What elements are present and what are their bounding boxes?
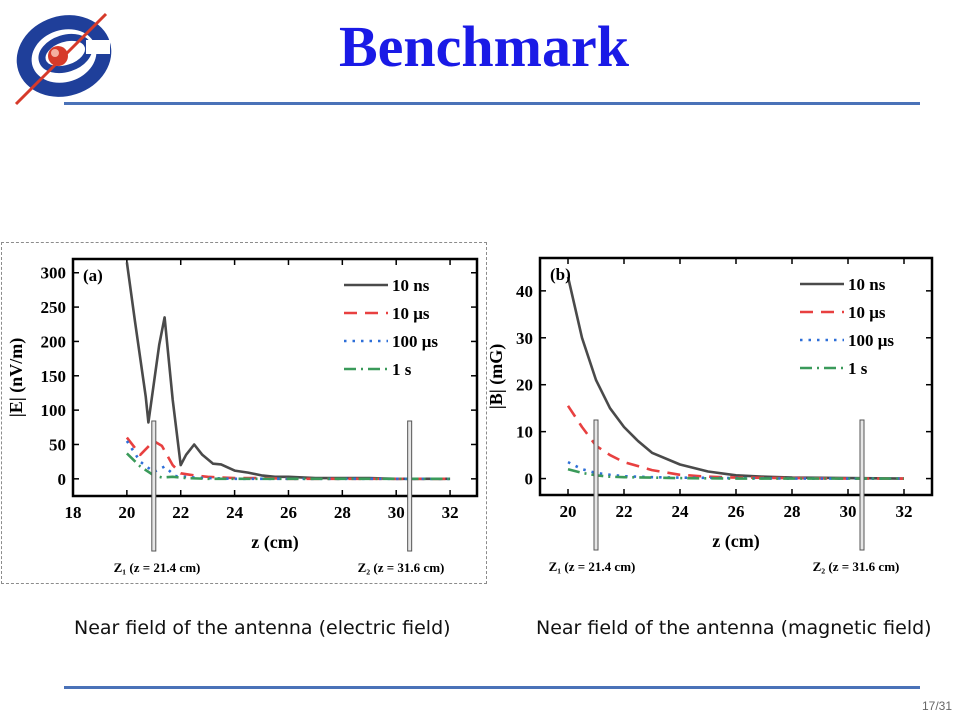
y-tick-label: 150 (41, 367, 67, 386)
series-line (567, 460, 904, 480)
magnetic-field-chart: 20 22 24 26 28 30 32 0 10 20 30 40 Z₁ (z = 21.4 cm) Z… (488, 242, 938, 582)
panel-label: (b) (550, 265, 571, 284)
position-marker-label: Z₁ (z = 21.4 cm) (549, 559, 636, 574)
x-tick-label: 30 (388, 503, 405, 522)
y-tick-label: 300 (41, 264, 67, 283)
x-tick-label: 30 (840, 502, 857, 521)
legend-label: 1 s (392, 360, 412, 379)
x-tick-label: 32 (896, 502, 913, 521)
caption-electric-field: Near field of the antenna (electric fiel… (74, 617, 451, 639)
x-tick-label: 20 (560, 502, 577, 521)
series-line (566, 405, 904, 480)
electric-field-chart: 18 20 22 24 26 28 30 32 0 50 100 150 200 250 300 Z₁ (z … (1, 242, 487, 584)
x-tick-label: 18 (65, 503, 82, 522)
panel-label: (a) (83, 266, 103, 285)
legend-label: 1 s (848, 359, 868, 378)
y-tick-label: 200 (41, 332, 67, 351)
y-tick-label: 30 (516, 329, 533, 348)
y-axis-title: |B| (mG) (488, 344, 507, 409)
x-axis-title: z (cm) (712, 531, 759, 552)
page-title: Benchmark (339, 14, 629, 79)
x-tick-label: 24 (226, 503, 244, 522)
electric-field-chart-svg: 18 20 22 24 26 28 30 32 0 50 100 150 200 250 300 Z₁ (z … (6, 257, 479, 575)
y-tick-label: 10 (516, 423, 533, 442)
x-tick-label: 22 (616, 502, 633, 521)
y-tick-label: 0 (58, 470, 67, 489)
legend-label: 10 ns (392, 276, 430, 295)
position-marker (407, 420, 413, 552)
x-tick-label: 26 (280, 503, 297, 522)
footer-divider (64, 686, 920, 689)
x-tick-label: 24 (672, 502, 690, 521)
y-tick-label: 250 (41, 298, 67, 317)
y-tick-label: 40 (516, 282, 533, 301)
legend-label: 10 μs (848, 303, 886, 322)
institute-logo (6, 6, 124, 106)
page-number: 17/31 (921, 699, 952, 713)
x-tick-label: 28 (334, 503, 351, 522)
position-marker-label: Z₂ (z = 31.6 cm) (813, 559, 900, 574)
legend-label: 10 μs (392, 304, 430, 323)
x-tick-label: 22 (172, 503, 189, 522)
x-tick-label: 32 (442, 503, 459, 522)
position-marker (593, 419, 599, 551)
position-marker-label: Z₁ (z = 21.4 cm) (114, 560, 201, 575)
series-line (125, 440, 451, 481)
x-axis-title: z (cm) (251, 532, 298, 553)
plot-frame (71, 257, 479, 498)
x-tick-label: 20 (118, 503, 135, 522)
series-line (567, 467, 904, 480)
x-tick-label: 28 (784, 502, 801, 521)
caption-magnetic-field: Near field of the antenna (magnetic fiel… (536, 617, 932, 639)
x-tick-label: 26 (728, 502, 745, 521)
y-axis-title: |E| (nV/m) (6, 338, 27, 417)
magnetic-field-chart-svg: 20 22 24 26 28 30 32 0 10 20 30 40 Z₁ (z = 21.4 cm) Z… (488, 256, 934, 574)
header-divider (64, 102, 920, 105)
legend-label: 10 ns (848, 275, 886, 294)
y-tick-label: 50 (49, 435, 66, 454)
y-tick-label: 20 (516, 376, 533, 395)
position-marker (859, 419, 865, 551)
position-marker (151, 420, 157, 552)
position-marker-label: Z₂ (z = 31.6 cm) (358, 560, 445, 575)
series-line (125, 436, 451, 481)
y-tick-label: 0 (525, 470, 534, 489)
legend-label: 100 μs (392, 332, 438, 351)
y-tick-label: 100 (41, 401, 67, 420)
legend-label: 100 μs (848, 331, 894, 350)
